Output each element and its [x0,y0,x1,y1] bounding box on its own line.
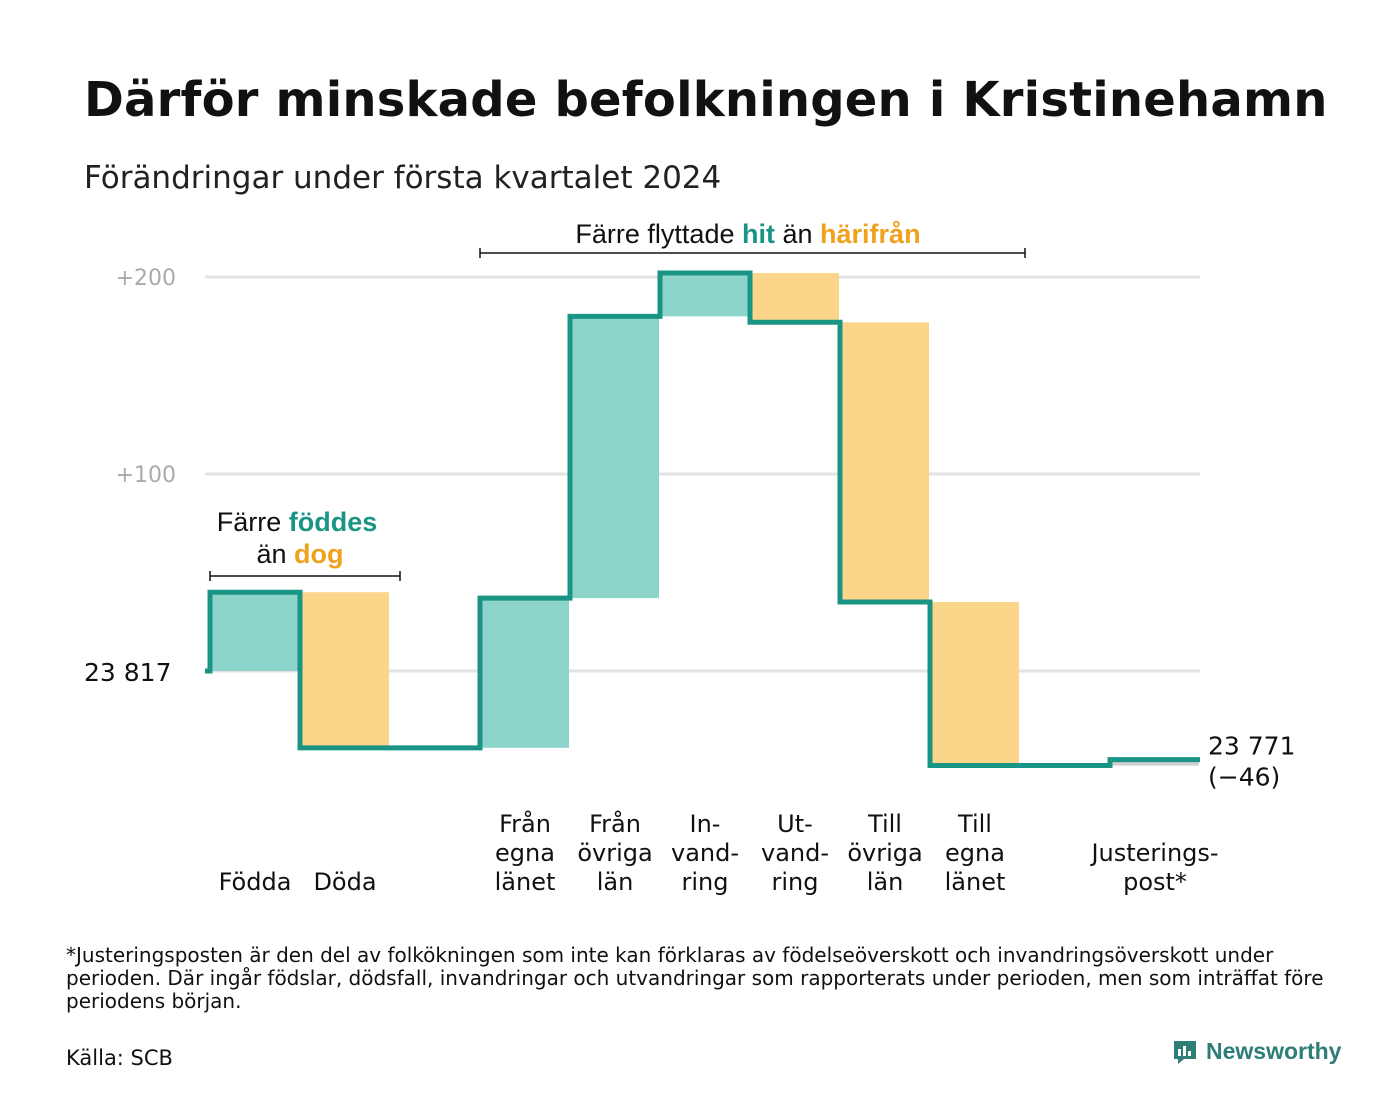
y-tick-label: +200 [116,266,176,291]
annotation-births-line1: Färre föddes [217,507,378,537]
x-category-label: Till [957,810,992,838]
x-category-label: vand- [761,839,829,867]
page-subtitle: Förändringar under första kvartalet 2024 [84,160,722,196]
running-total-line [205,270,1200,769]
annotation-bracket-migration [479,248,1026,258]
bar [1111,759,1199,766]
bar [931,602,1019,766]
x-category-label: län [867,868,904,896]
x-category-label: Från [499,809,551,838]
x-category-label: län [597,868,634,896]
start-value-label: 23 817 [84,658,171,687]
x-category-label: Till [867,810,902,838]
x-category-label: övriga [577,839,652,867]
x-category-label: egna [945,839,1005,867]
footnote: *Justeringsposten är den del av folkökni… [66,943,1324,1013]
bar [661,273,749,317]
bar [841,322,929,603]
x-category-label: övriga [847,839,922,867]
end-change-label: (−46) [1208,763,1280,792]
x-category-label: egna [495,839,555,867]
x-category-label: ring [772,868,819,896]
bar [571,316,659,599]
bar [751,273,839,323]
x-category-label: Födda [219,868,292,896]
x-category-label: Döda [313,868,376,896]
brand-logo: Newsworthy [1172,1038,1341,1065]
x-category-label: Ut- [777,810,813,838]
bar [481,598,569,748]
x-category-label: Från [589,809,641,838]
source-note: Källa: SCB [66,1046,173,1070]
annotation-bracket-births-deaths [209,571,401,581]
annotation-migration: Färre flyttade hit än härifrån [575,219,920,249]
bar [211,592,299,671]
x-category-label: post* [1123,868,1187,896]
x-category-label: Justerings- [1089,839,1218,867]
x-category-label: länet [495,868,556,896]
brand-name: Newsworthy [1206,1038,1342,1064]
bar [301,592,389,748]
x-category-label: ring [682,868,729,896]
annotation-births-line2: än dog [256,539,343,569]
x-category-label: In- [690,810,721,838]
y-tick-label: +100 [116,463,176,488]
end-value-label: 23 771 [1208,732,1295,761]
x-category-label: vand- [671,839,739,867]
newsworthy-logo-icon [1172,1039,1198,1065]
page-title: Därför minskade befolkningen i Kristineh… [84,72,1328,128]
x-category-label: länet [945,868,1006,896]
